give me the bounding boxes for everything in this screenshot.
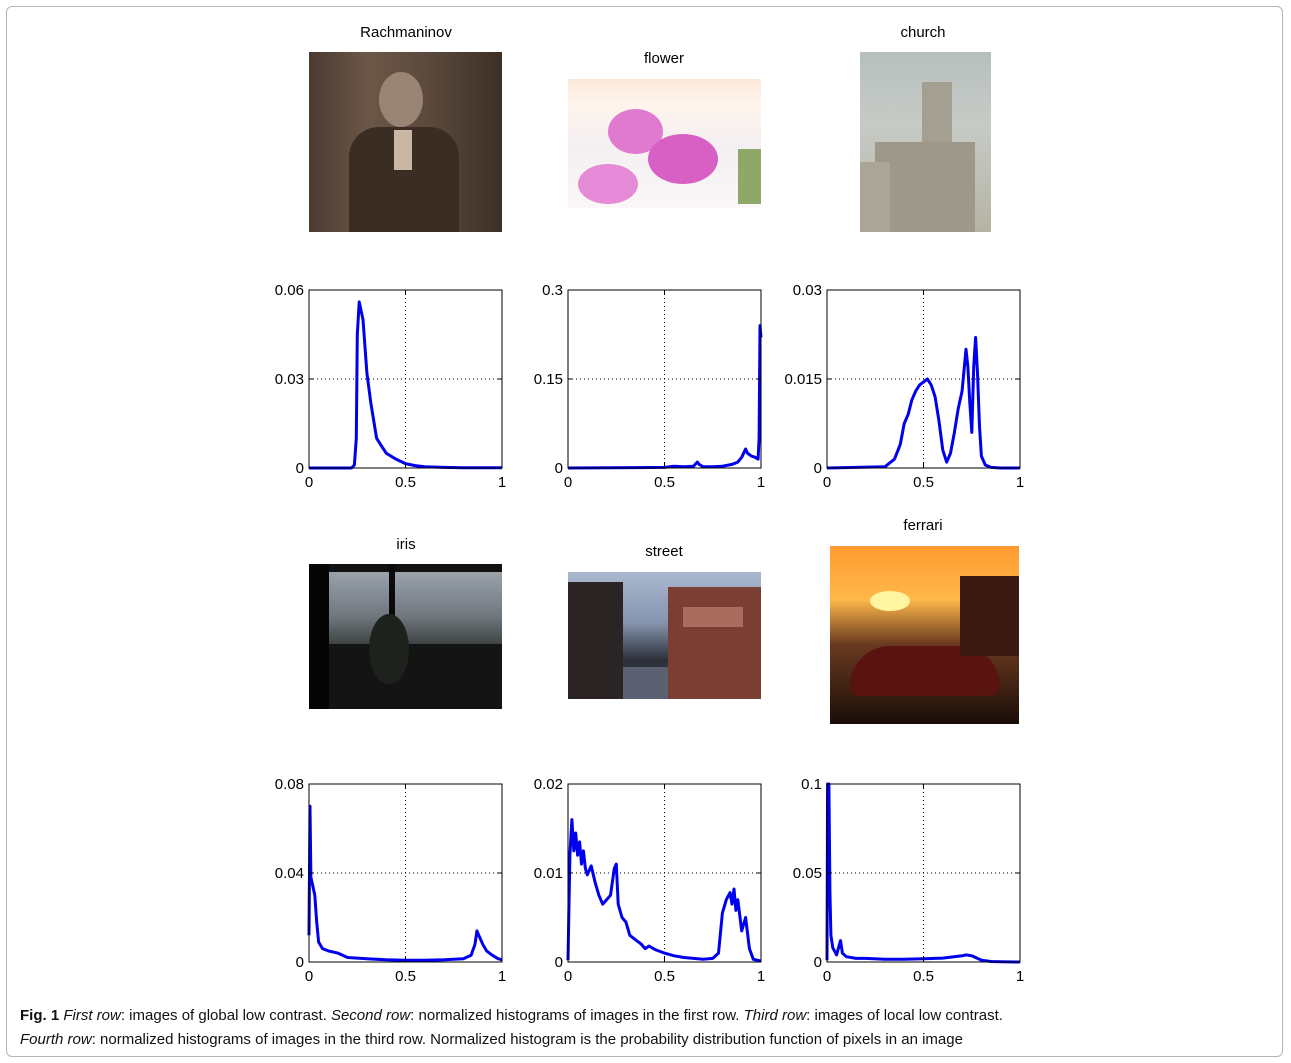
- x-tick-label: 0.5: [395, 968, 416, 985]
- x-tick-label: 1: [498, 474, 506, 491]
- y-tick-label: 0.3: [542, 282, 563, 299]
- y-tick-label: 0.1: [801, 776, 822, 793]
- rachmaninov-image: [309, 52, 502, 232]
- y-tick-label: 0.03: [793, 282, 822, 299]
- histogram-ferrari: 0 0.5 1 0 0.05 0.1: [793, 776, 1024, 985]
- x-tick-label: 0.5: [913, 474, 934, 491]
- image-title-iris: iris: [396, 536, 416, 553]
- caption-third-row-term: Third row: [743, 1007, 807, 1024]
- y-tick-label: 0.05: [793, 865, 822, 882]
- caption-second-row-term: Second row: [330, 1007, 411, 1024]
- x-tick-label: 0: [305, 968, 313, 985]
- histogram-flower: 0 0.5 1 0 0.15 0.3: [534, 282, 765, 491]
- image-title-ferrari: ferrari: [903, 517, 943, 534]
- histogram-line: [567, 324, 763, 470]
- caption-third-row-text: : images of local low contrast.: [806, 1007, 1003, 1024]
- histogram-line: [826, 336, 1020, 470]
- image-title-street: street: [645, 543, 683, 560]
- y-tick-label: 0.015: [784, 371, 822, 388]
- caption-first-row-text: : images of global low contrast.: [120, 1007, 331, 1024]
- x-tick-label: 1: [757, 968, 765, 985]
- caption-fourth-row-text: : normalized histograms of images in the…: [91, 1031, 963, 1048]
- flower-image: [568, 79, 761, 208]
- caption-label: Fig. 1: [20, 1007, 60, 1024]
- x-tick-label: 0.5: [654, 474, 675, 491]
- y-tick-label: 0.04: [275, 865, 304, 882]
- histogram-street: 0 0.5 1 0 0.01 0.02: [534, 776, 765, 985]
- caption-fourth-row-term: Fourth row: [20, 1031, 92, 1048]
- x-tick-label: 0: [823, 968, 831, 985]
- caption-second-row-text: : normalized histograms of images in the…: [410, 1007, 744, 1024]
- y-tick-label: 0: [555, 954, 563, 971]
- figure-frame: [6, 6, 1283, 1057]
- y-tick-label: 0: [296, 954, 304, 971]
- histogram-church: 0 0.5 1 0 0.015 0.03: [784, 282, 1024, 491]
- x-tick-label: 1: [1016, 968, 1024, 985]
- y-tick-label: 0: [296, 460, 304, 477]
- x-tick-label: 1: [757, 474, 765, 491]
- x-tick-label: 1: [1016, 474, 1024, 491]
- histogram-line: [309, 300, 502, 470]
- y-tick-label: 0.01: [534, 865, 563, 882]
- x-tick-label: 0.5: [395, 474, 416, 491]
- histogram-iris: 0 0.5 1 0 0.04 0.08: [275, 776, 506, 985]
- y-tick-label: 0: [814, 460, 822, 477]
- y-tick-label: 0: [814, 954, 822, 971]
- x-tick-label: 0.5: [913, 968, 934, 985]
- y-tick-label: 0.06: [275, 282, 304, 299]
- y-tick-label: 0.08: [275, 776, 304, 793]
- y-tick-label: 0.15: [534, 371, 563, 388]
- x-tick-label: 0: [564, 968, 572, 985]
- street-image: [568, 572, 761, 699]
- x-tick-label: 0: [564, 474, 572, 491]
- x-tick-label: 0: [823, 474, 831, 491]
- x-tick-label: 0: [305, 474, 313, 491]
- caption-first-row-term: First row: [63, 1007, 121, 1024]
- x-tick-label: 0.5: [654, 968, 675, 985]
- y-tick-label: 0.03: [275, 371, 304, 388]
- image-title-flower: flower: [643, 50, 684, 67]
- ferrari-image: [830, 546, 1019, 724]
- histogram-line: [566, 818, 762, 963]
- image-title-rachmaninov: Rachmaninov: [360, 24, 452, 41]
- y-tick-label: 0: [555, 460, 563, 477]
- iris-image: [309, 564, 502, 709]
- image-title-church: church: [900, 24, 946, 41]
- figure-caption: Fig. 1 First row: images of global low c…: [20, 1004, 1270, 1052]
- histogram-line: [825, 782, 1021, 964]
- histogram-line: [307, 804, 503, 962]
- church-image: [860, 52, 991, 232]
- y-tick-label: 0.02: [534, 776, 563, 793]
- x-tick-label: 1: [498, 968, 506, 985]
- histogram-rachmaninov: 0 0.5 1 0 0.03 0.06: [275, 282, 506, 491]
